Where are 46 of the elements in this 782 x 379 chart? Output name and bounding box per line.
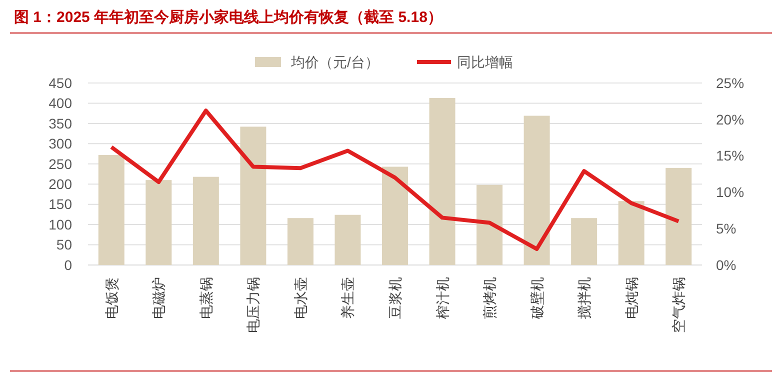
y-tick-label: 450 xyxy=(48,74,72,91)
bar xyxy=(146,180,172,265)
x-tick-label: 豆浆机 xyxy=(387,277,403,319)
legend-label: 均价（元/台） xyxy=(290,54,379,70)
line-series xyxy=(109,108,681,251)
y2-tick-label: 15% xyxy=(716,148,744,164)
bar xyxy=(98,154,124,265)
y-tick-label: 400 xyxy=(48,95,72,112)
bar xyxy=(571,218,598,265)
bar xyxy=(476,184,503,265)
y-tick-label: 150 xyxy=(48,196,72,212)
x-tick-label: 搅拌机 xyxy=(576,277,592,319)
y2-tick-label: 10% xyxy=(716,184,744,200)
x-tick-label: 电水壶 xyxy=(292,277,308,319)
y-tick-label: 350 xyxy=(48,115,72,132)
bar xyxy=(240,126,266,265)
x-tick-label: 电蒸锅 xyxy=(198,277,214,319)
x-tick-label: 煎烤机 xyxy=(482,277,498,319)
bar xyxy=(334,214,361,265)
x-tick-label: 电压力锅 xyxy=(245,277,262,333)
y2-tick-label: 25% xyxy=(716,74,744,91)
y2-tick-label: 5% xyxy=(716,220,736,236)
bar xyxy=(666,168,692,265)
bar xyxy=(287,218,314,265)
x-tick-label: 电炖锅 xyxy=(623,277,640,319)
x-tick-label: 榨汁机 xyxy=(434,277,450,319)
x-tick-label: 电磁炉 xyxy=(150,277,167,319)
legend-label: 同比增幅 xyxy=(457,54,513,70)
bar xyxy=(618,201,644,265)
bar xyxy=(429,98,456,265)
y-tick-label: 0 xyxy=(64,256,72,273)
chart-title: 图 1：2025 年年初至今厨房小家电线上均价有恢复（截至 5.18） xyxy=(14,8,442,26)
bar xyxy=(524,116,550,265)
bar xyxy=(382,166,408,265)
x-tick-label: 电饭煲 xyxy=(103,277,120,319)
y-tick-label: 250 xyxy=(48,156,72,172)
x-tick-label: 空气炸锅 xyxy=(670,277,687,333)
y-tick-label: 200 xyxy=(48,176,72,192)
y-tick-label: 50 xyxy=(56,236,72,253)
bar xyxy=(192,176,219,265)
x-tick-label: 破壁机 xyxy=(528,277,545,320)
y-tick-label: 100 xyxy=(48,216,72,232)
x-tick-label: 养生壶 xyxy=(340,277,356,319)
y-tick-label: 300 xyxy=(48,136,72,152)
y2-tick-label: 0% xyxy=(716,256,736,273)
y2-tick-label: 20% xyxy=(716,111,744,128)
